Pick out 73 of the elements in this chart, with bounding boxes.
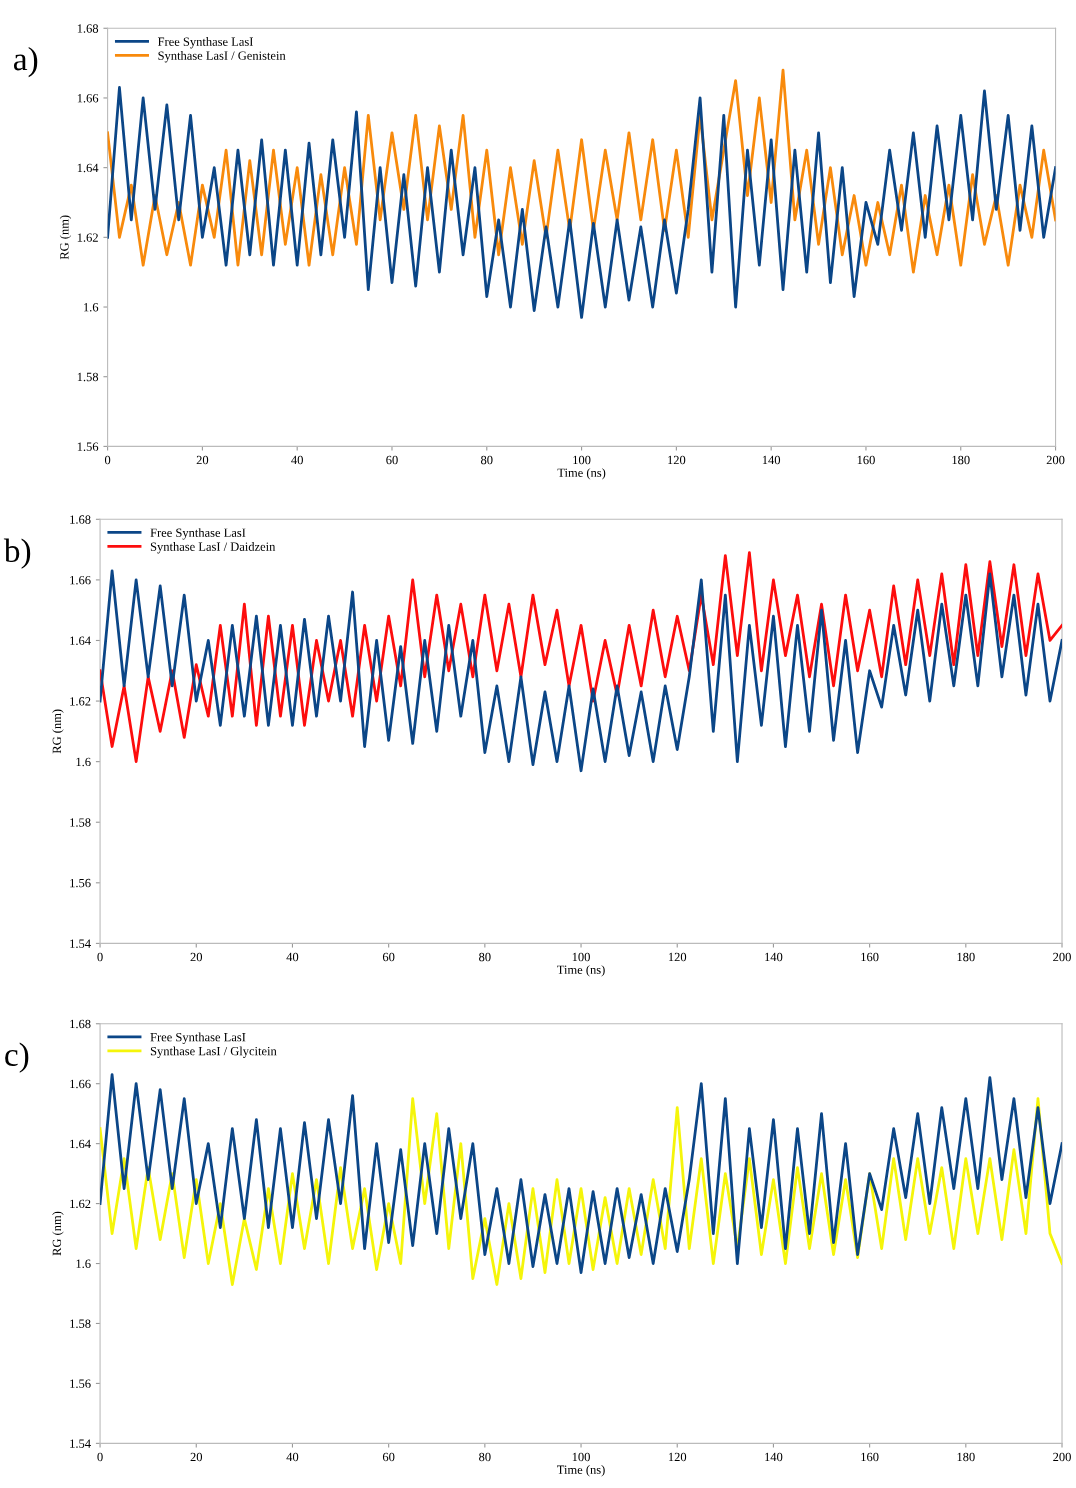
x-tick-label: 160 (861, 952, 879, 962)
y-tick-label: 1.68 (77, 24, 99, 33)
x-tick-label: 0 (104, 455, 111, 465)
x-tick-label: 60 (382, 1452, 395, 1462)
x-tick-label: 0 (97, 1452, 103, 1462)
legend-label: Synthase LasI / Glycitein (150, 1046, 277, 1058)
y-tick-label: 1.54 (70, 939, 91, 948)
y-tick-label: 1.66 (77, 94, 99, 103)
legend-label: Free Synthase LasI (157, 37, 253, 49)
x-tick-label: 40 (291, 455, 303, 465)
x-tick-label: 40 (286, 952, 299, 962)
line-series (107, 86, 1056, 319)
text: c) (5, 1042, 29, 1073)
x-tick-label: 40 (286, 1452, 299, 1462)
x-tick-label: 160 (861, 1452, 879, 1462)
legend-label: Synthase LasI / Genistein (158, 51, 286, 63)
x-tick-label: 0 (97, 952, 103, 962)
y-tick-label: 1.6 (76, 1259, 91, 1269)
y-tick-label: 1.58 (77, 372, 99, 382)
y-tick-label: 1.62 (70, 697, 91, 706)
y-tick-label: 1.56 (77, 442, 99, 451)
legend-label: Free Synthase LasI (150, 1032, 246, 1044)
x-tick-label: 20 (190, 1452, 203, 1462)
x-tick-label: 80 (479, 1452, 491, 1462)
y-tick-label: 1.54 (70, 1439, 91, 1448)
x-tick-label: 180 (952, 455, 970, 465)
y-tick-label: 1.66 (70, 1079, 91, 1089)
y-tick-label: 1.56 (70, 1379, 91, 1388)
legend-label: Free Synthase LasI (150, 528, 246, 540)
y-tick-label: 1.6 (84, 303, 99, 312)
y-tick-label: 1.64 (70, 1139, 91, 1149)
y-tick-label: 1.66 (70, 575, 91, 585)
x-tick-label: 60 (386, 455, 398, 465)
y-tick-label: 1.56 (70, 878, 91, 888)
x-tick-label: 80 (479, 952, 491, 962)
x-axis-title: Time (ns) (557, 468, 606, 480)
x-tick-label: 140 (762, 455, 781, 465)
x-tick-label: 200 (1046, 455, 1065, 465)
line-series (100, 1073, 1063, 1274)
x-tick-label: 140 (765, 952, 783, 962)
x-axis-title: Time (ns) (557, 965, 605, 977)
y-tick-label: 1.64 (70, 636, 91, 645)
x-tick-label: 100 (573, 455, 591, 465)
x-tick-label: 80 (481, 455, 493, 465)
x-tick-label: 140 (765, 1452, 783, 1462)
x-tick-label: 100 (572, 952, 590, 962)
y-tick-label: 1.6 (76, 757, 91, 767)
x-tick-label: 160 (857, 455, 875, 465)
x-tick-label: 180 (957, 952, 975, 962)
x-tick-label: 120 (668, 952, 687, 962)
x-tick-label: 120 (668, 1452, 687, 1462)
x-tick-label: 180 (957, 1452, 975, 1462)
y-tick-label: 1.58 (70, 1319, 91, 1328)
y-axis-title: RG (nm) (59, 215, 72, 260)
y-tick-label: 1.68 (70, 515, 91, 524)
x-tick-label: 100 (572, 1452, 590, 1462)
y-tick-label: 1.68 (70, 1019, 91, 1029)
y-axis-title: RG (nm) (52, 709, 64, 754)
x-tick-label: 120 (668, 455, 686, 465)
x-tick-label: 20 (190, 952, 203, 962)
y-tick-label: 1.62 (70, 1199, 91, 1209)
y-tick-label: 1.58 (70, 818, 91, 827)
text: b) (3, 538, 31, 569)
y-tick-label: 1.64 (77, 163, 99, 173)
text: a) (13, 46, 38, 78)
x-tick-label: 200 (1053, 1452, 1071, 1462)
y-axis-title: RG (nm) (52, 1211, 64, 1256)
x-tick-label: 60 (382, 952, 395, 962)
x-axis-title: Time (ns) (557, 1465, 605, 1477)
y-tick-label: 1.62 (77, 233, 98, 242)
legend-label: Synthase LasI / Daidzein (150, 542, 276, 554)
x-tick-label: 200 (1053, 952, 1071, 962)
x-tick-label: 20 (196, 455, 209, 465)
